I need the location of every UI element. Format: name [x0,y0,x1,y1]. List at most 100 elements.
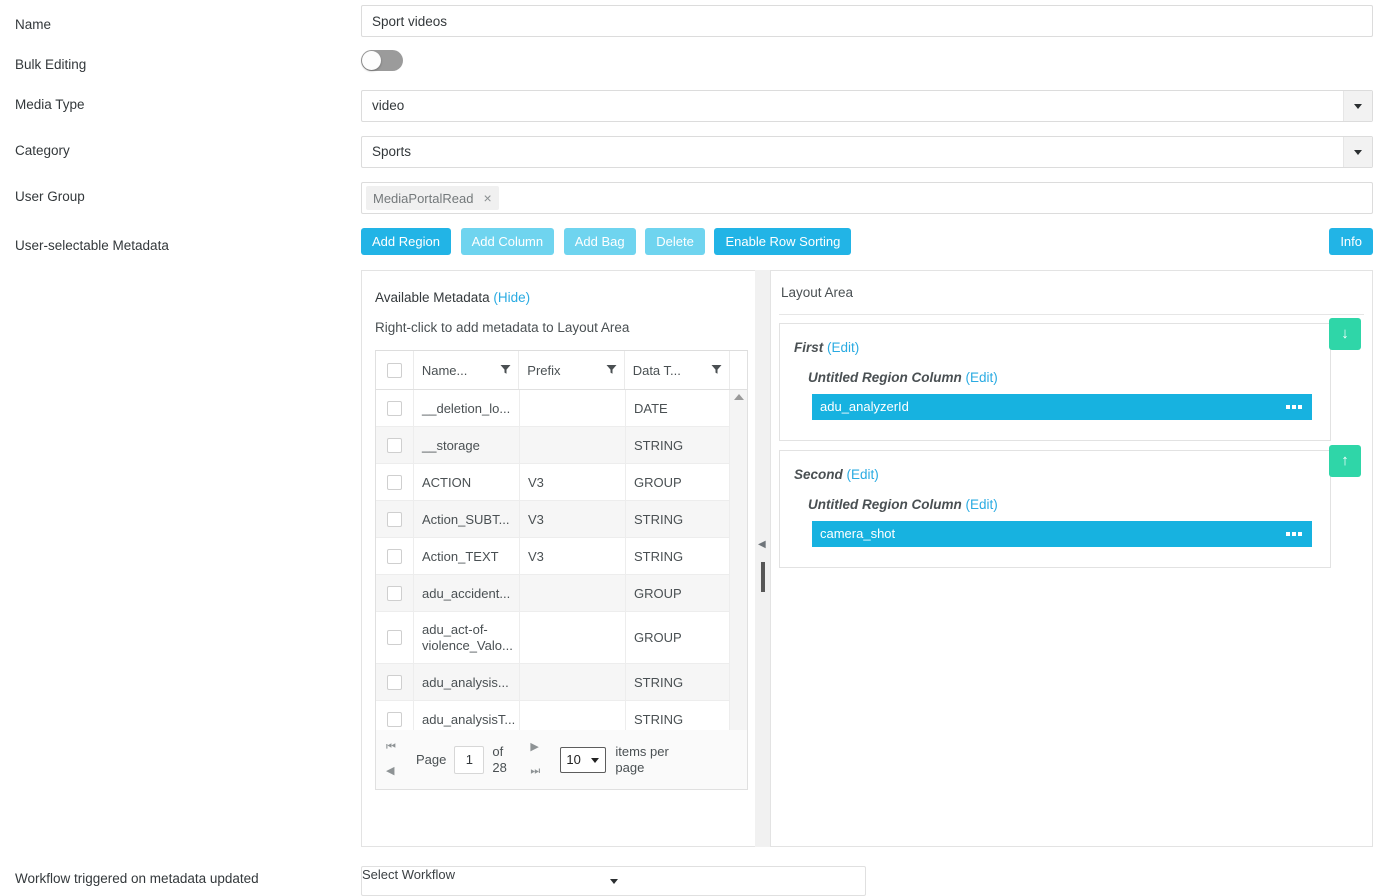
grid-header-scroll-spacer [730,351,747,389]
close-icon[interactable]: × [483,190,492,206]
row-checkbox-cell[interactable] [376,390,414,426]
select-all-header[interactable] [376,351,414,389]
splitter-grip[interactable] [761,562,765,592]
table-row[interactable]: __storage STRING [376,427,747,464]
layout-area-panel: Layout Area First (Edit) Untitled Region… [770,270,1373,847]
cell-prefix: V3 [520,501,626,537]
cell-data-type: STRING [626,427,732,463]
cell-name: adu_act-of-violence_Valo... [414,612,520,663]
layout-divider [779,314,1364,315]
grid-vertical-scrollbar[interactable] [729,390,747,774]
add-region-button[interactable]: Add Region [361,228,451,255]
table-row[interactable]: adu_accident... GROUP [376,575,747,612]
hide-link[interactable]: (Hide) [493,290,531,305]
row-checkbox[interactable] [387,674,402,690]
column-header-data-type[interactable]: Data T... [625,351,731,389]
page-number-input[interactable] [454,745,485,774]
scroll-up-icon[interactable] [733,394,744,400]
select-all-checkbox[interactable] [386,362,402,378]
row-checkbox-cell[interactable] [376,501,414,537]
media-type-dropdown-button[interactable] [1343,91,1372,121]
region-column-edit-link[interactable]: (Edit) [965,497,998,512]
layout-region-first[interactable]: First (Edit) Untitled Region Column (Edi… [779,323,1331,441]
row-checkbox-cell[interactable] [376,538,414,574]
enable-row-sorting-button[interactable]: Enable Row Sorting [714,228,852,255]
move-region-down-button[interactable]: ↓ [1329,318,1361,350]
add-column-button[interactable]: Add Column [460,228,555,255]
media-type-value: video [372,98,405,113]
row-checkbox[interactable] [387,437,402,453]
filter-icon[interactable] [606,364,617,375]
table-row[interactable]: adu_analysis... STRING [376,664,747,701]
row-checkbox-cell[interactable] [376,464,414,500]
delete-button[interactable]: Delete [645,228,705,255]
layout-metadata-item[interactable]: adu_analyzerId [812,394,1312,420]
user-group-chip[interactable]: MediaPortalRead × [366,186,499,210]
cell-prefix [520,390,626,426]
row-checkbox[interactable] [387,474,402,490]
workflow-label: Workflow triggered on metadata updated [15,871,259,886]
row-checkbox[interactable] [387,630,402,645]
layout-area-title: Layout Area [781,285,854,300]
row-checkbox[interactable] [387,585,402,601]
add-bag-button[interactable]: Add Bag [563,228,636,255]
row-checkbox-cell[interactable] [376,664,414,700]
table-row[interactable]: Action_SUBT... V3 STRING [376,501,747,538]
previous-page-icon[interactable]: ◀ [386,764,395,777]
row-checkbox[interactable] [387,400,402,416]
region-edit-link[interactable]: (Edit) [846,467,879,482]
region-column-name-second: Untitled Region Column (Edit) [808,497,998,512]
page-size-select[interactable]: 10 [560,746,607,773]
metadata-hint: Right-click to add metadata to Layout Ar… [375,320,630,335]
layout-region-second[interactable]: Second (Edit) Untitled Region Column (Ed… [779,450,1331,568]
move-region-up-button[interactable]: ↑ [1329,445,1361,477]
column-header-name[interactable]: Name... [414,351,520,389]
row-checkbox[interactable] [387,711,402,727]
cell-data-type: STRING [626,538,732,574]
drag-handle-icon[interactable] [1286,405,1302,409]
table-row[interactable]: adu_act-of-violence_Valo... GROUP [376,612,747,664]
filter-icon[interactable] [711,364,722,375]
info-button[interactable]: Info [1329,228,1373,255]
panel-splitter[interactable]: ◀ [755,270,771,847]
region-edit-link[interactable]: (Edit) [827,340,860,355]
chevron-down-icon [591,757,600,763]
collapse-left-icon[interactable]: ◀ [758,539,766,550]
workflow-placeholder: Select Workflow [362,867,455,882]
next-page-icon[interactable]: ▶ [530,740,539,753]
column-header-prefix[interactable]: Prefix [519,351,625,389]
bulk-editing-toggle[interactable] [361,50,403,71]
cell-prefix [520,664,626,700]
workflow-dropdown[interactable]: Select Workflow [361,866,866,896]
last-page-icon[interactable]: ⏭ [530,764,541,777]
layout-metadata-item-label: camera_shot [820,526,896,541]
row-checkbox[interactable] [387,511,402,527]
user-group-input[interactable]: MediaPortalRead × [361,182,1373,214]
row-checkbox-cell[interactable] [376,701,414,737]
media-type-dropdown[interactable]: video [361,90,1373,122]
available-metadata-title: Available Metadata (Hide) [375,290,531,305]
cell-name: adu_accident... [414,575,520,611]
cell-prefix [520,612,626,663]
category-dropdown[interactable]: Sports [361,136,1373,168]
row-checkbox-cell[interactable] [376,427,414,463]
user-selectable-metadata-label: User-selectable Metadata [15,238,169,253]
available-metadata-panel: Available Metadata (Hide) Right-click to… [361,270,761,847]
first-page-icon[interactable]: ⏮ [386,740,396,753]
cell-name: ACTION [414,464,520,500]
category-dropdown-button[interactable] [1343,137,1372,167]
media-type-label: Media Type [15,97,85,112]
table-row[interactable]: ACTION V3 GROUP [376,464,747,501]
drag-handle-icon[interactable] [1286,532,1302,536]
row-checkbox-cell[interactable] [376,612,414,663]
table-row[interactable]: Action_TEXT V3 STRING [376,538,747,575]
table-row[interactable]: __deletion_lo... DATE [376,390,747,427]
filter-icon[interactable] [500,364,511,375]
cell-data-type: STRING [626,501,732,537]
row-checkbox-cell[interactable] [376,575,414,611]
region-column-edit-link[interactable]: (Edit) [965,370,998,385]
layout-metadata-item[interactable]: camera_shot [812,521,1312,547]
name-input[interactable] [361,5,1373,37]
cell-data-type: GROUP [626,612,732,663]
row-checkbox[interactable] [387,548,402,564]
